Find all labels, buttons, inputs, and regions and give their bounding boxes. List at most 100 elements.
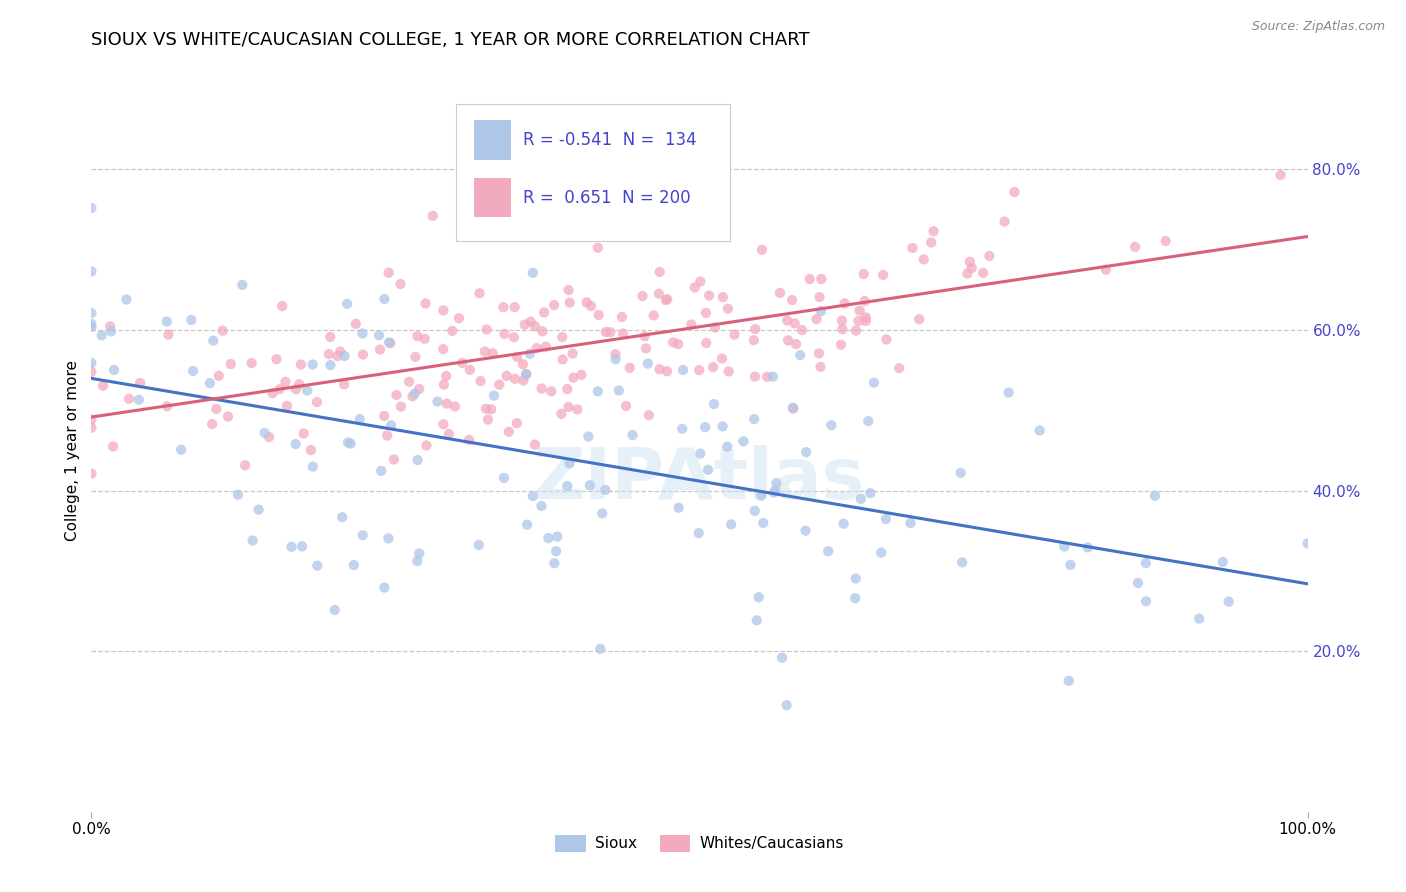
Sioux [103, 363, 125, 377]
Text: Source: ZipAtlas.com: Source: ZipAtlas.com [1251, 20, 1385, 33]
Sioux [319, 358, 342, 372]
Sioux [576, 429, 599, 443]
Sioux [253, 425, 276, 440]
Sioux [373, 292, 395, 306]
Whites/Caucasians [634, 342, 657, 356]
Whites/Caucasians [80, 467, 103, 481]
Whites/Caucasians [588, 308, 610, 322]
Sioux [1218, 595, 1240, 609]
Whites/Caucasians [959, 255, 981, 269]
Sioux [128, 392, 150, 407]
Y-axis label: College, 1 year or more: College, 1 year or more [65, 360, 80, 541]
Whites/Caucasians [711, 290, 734, 304]
Whites/Caucasians [631, 289, 654, 303]
Sioux [284, 437, 307, 451]
Whites/Caucasians [211, 324, 233, 338]
Whites/Caucasians [551, 330, 574, 344]
Whites/Caucasians [655, 293, 678, 307]
Sioux [1057, 673, 1080, 688]
Whites/Caucasians [595, 325, 617, 339]
Sioux [870, 546, 893, 560]
Whites/Caucasians [704, 320, 727, 334]
Sioux [404, 386, 426, 401]
Sioux [748, 591, 770, 605]
Sioux [226, 488, 249, 502]
Sioux [468, 538, 491, 552]
Sioux [522, 266, 544, 280]
Whites/Caucasians [889, 361, 911, 376]
Whites/Caucasians [848, 303, 870, 318]
Whites/Caucasians [415, 438, 437, 452]
Whites/Caucasians [853, 293, 876, 308]
FancyBboxPatch shape [474, 178, 510, 218]
Sioux [589, 641, 612, 656]
Whites/Caucasians [550, 407, 572, 421]
Sioux [844, 591, 866, 606]
Sioux [711, 419, 734, 434]
Whites/Caucasians [810, 359, 832, 374]
Whites/Caucasians [333, 377, 356, 392]
Whites/Caucasians [156, 399, 179, 413]
Whites/Caucasians [434, 369, 457, 384]
Whites/Caucasians [807, 346, 830, 360]
Whites/Caucasians [368, 343, 391, 357]
Whites/Caucasians [778, 334, 800, 348]
Whites/Caucasians [557, 400, 579, 414]
Sioux [377, 532, 399, 546]
Whites/Caucasians [441, 324, 464, 338]
Sioux [586, 384, 609, 399]
Sioux [689, 446, 711, 460]
Whites/Caucasians [318, 347, 340, 361]
Sioux [1126, 576, 1149, 591]
Whites/Caucasians [831, 313, 853, 327]
Sioux [858, 414, 880, 428]
Whites/Caucasians [98, 319, 121, 334]
Whites/Caucasians [375, 428, 398, 442]
Sioux [703, 397, 725, 411]
Sioux [80, 319, 103, 334]
Sioux [591, 507, 613, 521]
Sioux [90, 328, 112, 343]
Whites/Caucasians [413, 332, 436, 346]
Whites/Caucasians [481, 346, 503, 360]
Whites/Caucasians [830, 337, 852, 351]
Sioux [733, 434, 755, 449]
Whites/Caucasians [643, 309, 665, 323]
Whites/Caucasians [382, 452, 405, 467]
Whites/Caucasians [526, 341, 548, 355]
Whites/Caucasians [756, 369, 779, 384]
Sioux [492, 471, 515, 485]
Sioux [789, 348, 811, 362]
Whites/Caucasians [783, 317, 806, 331]
Whites/Caucasians [776, 313, 799, 327]
Whites/Caucasians [780, 293, 803, 307]
Whites/Caucasians [389, 277, 412, 291]
Sioux [352, 528, 374, 542]
Sioux [323, 603, 346, 617]
Sioux [408, 546, 430, 560]
Sioux [688, 526, 710, 541]
Sioux [782, 401, 804, 415]
Whites/Caucasians [288, 377, 311, 392]
Whites/Caucasians [208, 368, 231, 383]
Whites/Caucasians [240, 356, 263, 370]
Whites/Caucasians [605, 347, 627, 361]
Sioux [337, 435, 360, 450]
Sioux [1135, 556, 1157, 570]
Whites/Caucasians [912, 252, 935, 267]
Whites/Caucasians [1154, 234, 1177, 248]
Whites/Caucasians [845, 324, 868, 338]
Sioux [672, 363, 695, 377]
Whites/Caucasians [806, 312, 828, 326]
Whites/Caucasians [697, 288, 720, 302]
Whites/Caucasians [908, 312, 931, 326]
Whites/Caucasians [319, 330, 342, 344]
Sioux [181, 364, 204, 378]
Whites/Caucasians [683, 280, 706, 294]
Whites/Caucasians [91, 378, 114, 392]
Whites/Caucasians [436, 396, 458, 410]
Sioux [762, 369, 785, 384]
Whites/Caucasians [512, 374, 534, 388]
Whites/Caucasians [408, 382, 430, 396]
Sioux [607, 384, 630, 398]
